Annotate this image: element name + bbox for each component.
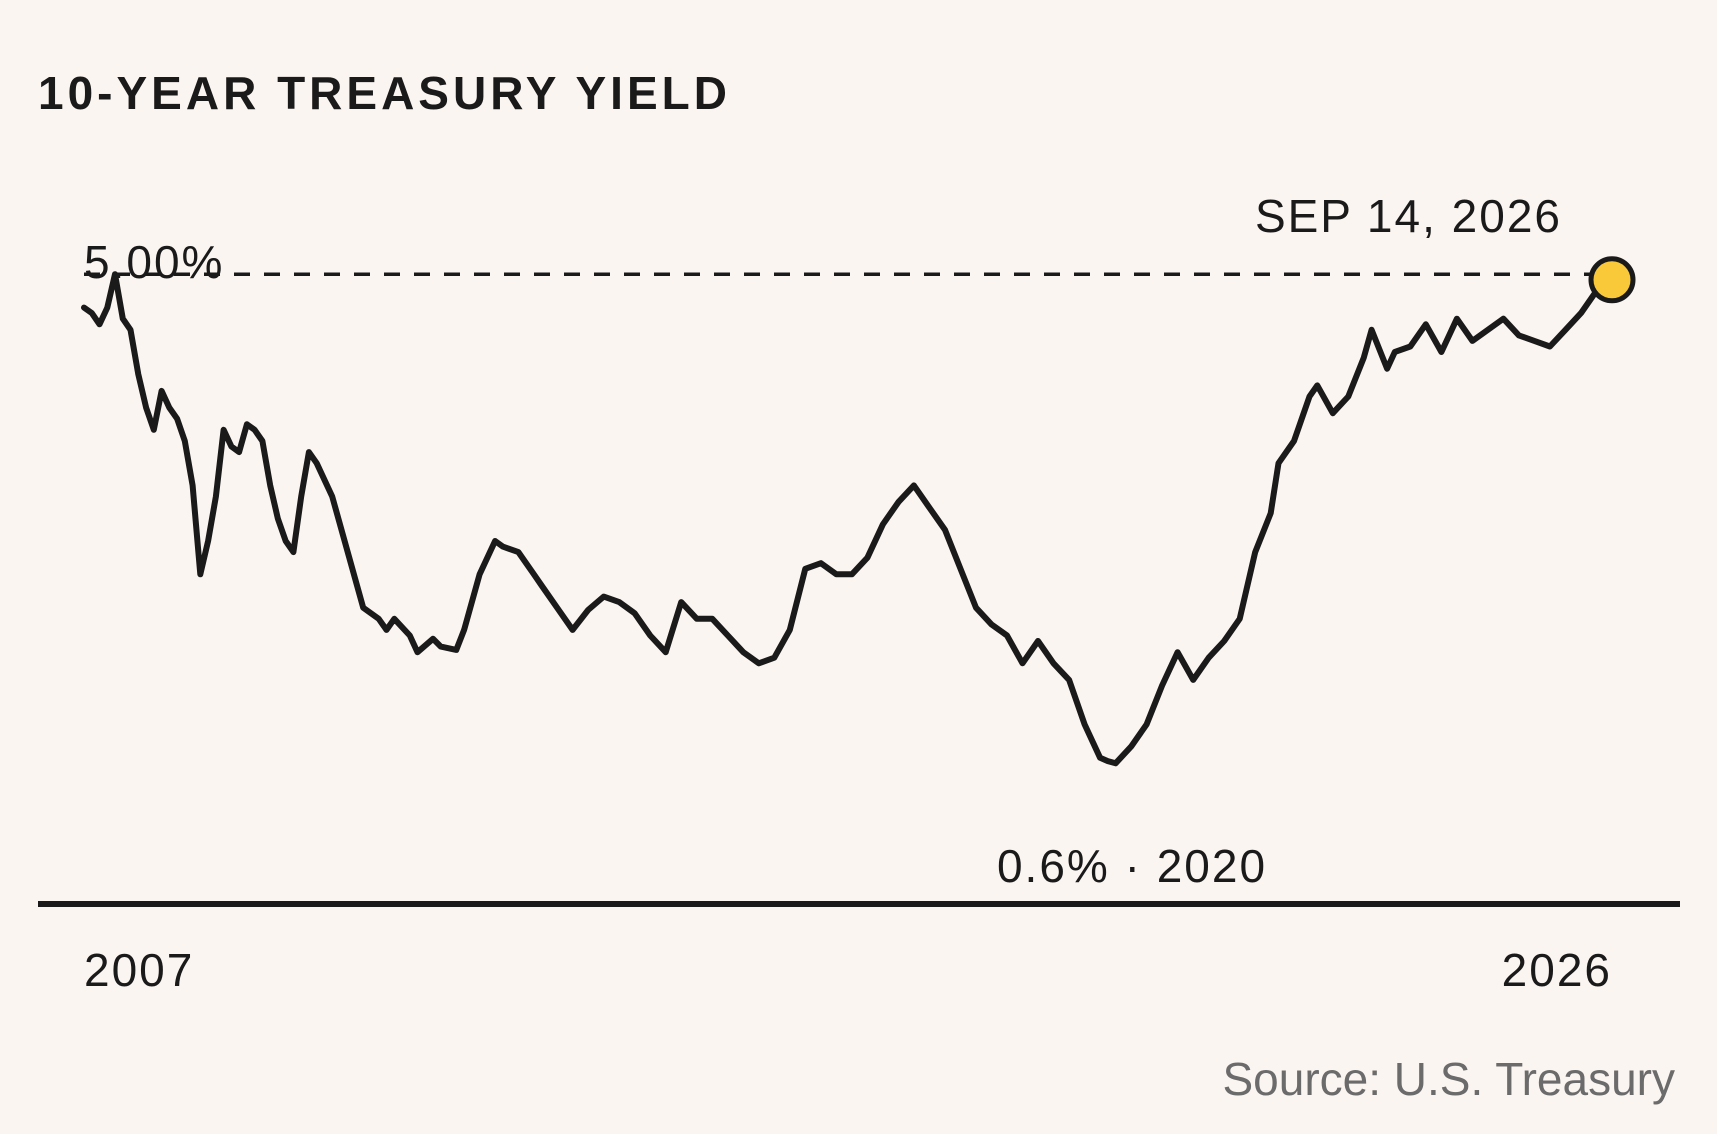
x-tick-label-end: 2026: [1502, 944, 1612, 996]
yield-series-line: [81, 271, 1615, 767]
low-point-label: 0.6% · 2020: [997, 840, 1267, 892]
reference-line-label: 5.00%: [84, 236, 224, 288]
source-note: Source: U.S. Treasury: [1222, 1053, 1676, 1105]
x-tick-label-start: 2007: [84, 944, 194, 996]
chart-title: 10-YEAR TREASURY YIELD: [38, 67, 731, 119]
end-point-marker: [1588, 256, 1636, 304]
end-date-label: SEP 14, 2026: [1255, 190, 1562, 242]
